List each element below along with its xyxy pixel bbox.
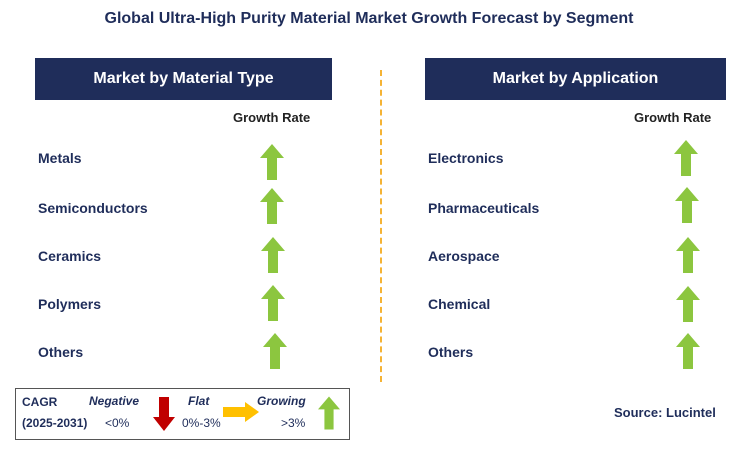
growing-arrow-icon — [261, 285, 285, 321]
growing-arrow-icon — [261, 237, 285, 273]
legend-negative-label: Negative — [89, 394, 140, 408]
legend-period: (2025-2031) — [22, 416, 88, 430]
application-row-label: Chemical — [428, 296, 491, 312]
growing-arrow-icon — [676, 333, 700, 369]
material-growth-rate-label: Growth Rate — [233, 110, 311, 125]
growing-arrow-icon — [675, 187, 699, 223]
material-row-label: Semiconductors — [38, 200, 148, 216]
application-row-label: Electronics — [428, 150, 504, 166]
application-growth-rate-label: Growth Rate — [634, 110, 712, 125]
growing-arrow-icon — [674, 140, 698, 176]
growing-arrow-icon — [676, 237, 700, 273]
growing-arrow-icon — [263, 333, 287, 369]
legend-growing-range: >3% — [281, 416, 306, 430]
cagr-legend: CAGR (2025-2031) Negative <0% Flat 0%-3%… — [15, 388, 350, 440]
flat-arrow-icon — [223, 402, 259, 422]
application-header: Market by Application — [425, 58, 726, 100]
application-row-label: Aerospace — [428, 248, 500, 264]
growing-arrow-icon — [318, 396, 340, 430]
material-row-label: Polymers — [38, 296, 102, 312]
legend-flat-label: Flat — [188, 394, 210, 408]
material-row-label: Metals — [38, 150, 82, 166]
growing-arrow-icon — [260, 188, 284, 224]
negative-arrow-icon — [153, 397, 175, 431]
growing-arrow-icon — [260, 144, 284, 180]
source-label: Source: Lucintel — [614, 405, 716, 420]
panel-divider — [380, 70, 382, 382]
application-row-label: Others — [428, 344, 474, 360]
material-row-label: Ceramics — [38, 248, 102, 264]
legend-negative-range: <0% — [105, 416, 130, 430]
application-row-label: Pharmaceuticals — [428, 200, 540, 216]
legend-growing-label: Growing — [257, 394, 306, 408]
chart-title: Global Ultra-High Purity Material Market… — [104, 10, 634, 27]
legend-flat-range: 0%-3% — [182, 416, 221, 430]
legend-cagr-label: CAGR — [22, 395, 58, 409]
material-row-label: Others — [38, 344, 84, 360]
material-type-header: Market by Material Type — [35, 58, 332, 100]
growing-arrow-icon — [676, 286, 700, 322]
